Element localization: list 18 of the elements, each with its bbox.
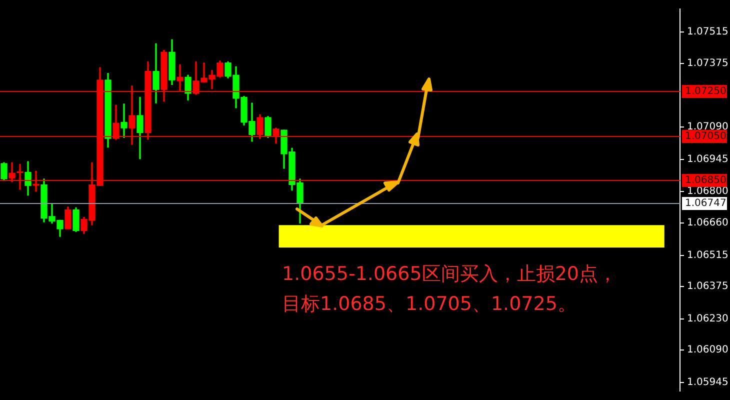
y-tick-label: 1.06375 [687, 281, 728, 292]
y-tick-label: 1.06660 [687, 217, 728, 228]
y-tick-label: 1.06230 [687, 313, 728, 324]
y-tick-label: 1.07090 [687, 121, 728, 132]
ref-line-label: 1.06747 [685, 198, 726, 210]
y-tick-label: 1.06945 [687, 154, 728, 165]
annotation: 1.0655-1.0665区间买入，止损20点， [282, 262, 617, 287]
y-tick-label: 1.07375 [687, 58, 728, 69]
annotation: 目标1.0685、1.0705、1.0725。 [282, 292, 578, 317]
y-tick-label: 1.05945 [687, 377, 728, 388]
y-tick-label: 1.07515 [687, 26, 728, 38]
ref-line-label: 1.07250 [685, 86, 726, 98]
y-tick-label: 1.06515 [687, 250, 728, 261]
ref-line-label: 1.06850 [685, 175, 726, 186]
y-tick-label: 1.06090 [687, 344, 728, 356]
y-tick-label: 1.06800 [687, 186, 728, 198]
ref-line-label: 1.07050 [685, 131, 726, 142]
candlestick [120, 104, 128, 138]
